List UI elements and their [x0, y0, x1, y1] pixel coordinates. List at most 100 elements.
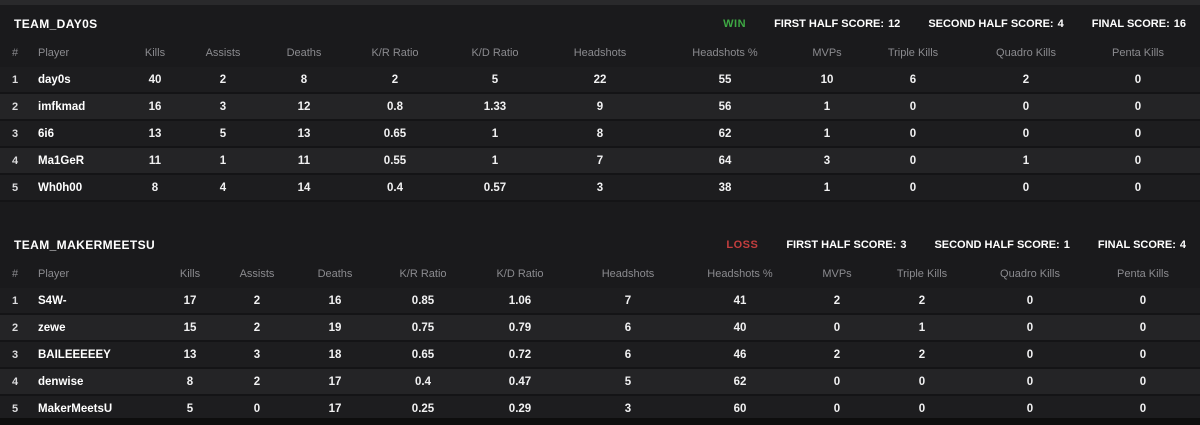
cell-hs: 9 — [596, 100, 604, 113]
first-half-score: FIRST HALF SCORE: 3 — [786, 239, 906, 251]
final-score-value: 4 — [1179, 238, 1186, 251]
col-header-hsp: Headshots % — [692, 47, 758, 59]
player-name-link[interactable]: BAILEEEEEY — [38, 348, 111, 361]
cell-hsp: 40 — [733, 321, 747, 334]
player-row: 3 BAILEEEEEY 13 3 18 0.65 0.72 6 46 2 2 0 0 — [0, 341, 1200, 368]
cell-hsp: 62 — [718, 127, 732, 140]
cell-quadro: 0 — [1026, 402, 1034, 415]
cell-kills: 8 — [151, 181, 159, 194]
player-name-link[interactable]: zewe — [38, 321, 66, 334]
cell-penta: 0 — [1134, 73, 1142, 86]
column-header-row: # Player Kills Assists Deaths K/R Ratio K/D Ra… — [0, 260, 1200, 288]
cell-hs: 6 — [624, 348, 632, 361]
player-row: 3 6i6 13 5 13 0.65 1 8 62 1 0 0 0 — [0, 120, 1200, 147]
col-header-quadro: Quadro Kills — [1000, 268, 1060, 280]
cell-penta: 0 — [1139, 294, 1147, 307]
first-half-score-label: FIRST HALF SCORE: — [786, 238, 897, 251]
match-result-badge: WIN — [723, 17, 747, 30]
player-name-link[interactable]: Ma1GeR — [38, 154, 85, 167]
col-header-player: Player — [38, 47, 70, 59]
top-divider — [0, 0, 1200, 5]
cell-quadro: 0 — [1022, 181, 1030, 194]
final-score-label: FINAL SCORE: — [1097, 238, 1176, 251]
cell-penta: 0 — [1134, 127, 1142, 140]
cell-rank: 1 — [11, 294, 19, 307]
score-line: LOSS FIRST HALF SCORE: 3 SECOND HALF SCOR… — [726, 239, 1186, 251]
cell-hs: 3 — [596, 181, 604, 194]
col-header-kills: Kills — [179, 268, 201, 280]
cell-triple: 6 — [909, 73, 917, 86]
player-name-link[interactable]: day0s — [38, 73, 71, 86]
player-row: 5 MakerMeetsU 5 0 17 0.25 0.29 3 60 0 0 0 0 — [0, 395, 1200, 422]
first-half-score-value: 3 — [900, 238, 907, 251]
player-name-link[interactable]: Wh0h00 — [38, 181, 83, 194]
cell-hs: 5 — [624, 375, 632, 388]
col-header-rank: # — [11, 47, 19, 59]
cell-kd: 5 — [491, 73, 499, 86]
cell-assists: 2 — [253, 375, 261, 388]
col-header-quadro: Quadro Kills — [996, 47, 1056, 59]
cell-mvps: 10 — [820, 73, 834, 86]
cell-mvps: 1 — [823, 127, 831, 140]
cell-triple: 0 — [918, 375, 926, 388]
team-stats-table: # Player Kills Assists Deaths K/R Ratio K/D Ra… — [0, 39, 1200, 202]
cell-assists: 2 — [253, 294, 261, 307]
cell-rank: 2 — [11, 100, 19, 113]
cell-kills: 13 — [183, 348, 197, 361]
cell-kd: 1 — [491, 127, 499, 140]
player-name-link[interactable]: MakerMeetsU — [38, 402, 113, 415]
cell-quadro: 0 — [1026, 375, 1034, 388]
cell-kd: 0.57 — [483, 181, 507, 194]
cell-hsp: 62 — [733, 375, 747, 388]
cell-assists: 0 — [253, 402, 261, 415]
cell-hsp: 56 — [718, 100, 732, 113]
cell-kr: 0.65 — [383, 127, 407, 140]
cell-rank: 5 — [11, 181, 19, 194]
cell-assists: 2 — [219, 73, 227, 86]
player-name-link[interactable]: S4W- — [38, 294, 67, 307]
cell-mvps: 0 — [833, 375, 841, 388]
col-header-deaths: Deaths — [317, 268, 353, 280]
cell-rank: 2 — [11, 321, 19, 334]
cell-rank: 3 — [11, 348, 19, 361]
cell-quadro: 0 — [1026, 348, 1034, 361]
col-header-assists: Assists — [239, 268, 275, 280]
cell-mvps: 2 — [833, 294, 841, 307]
cell-kd: 0.72 — [508, 348, 532, 361]
cell-kd: 1 — [491, 154, 499, 167]
cell-assists: 3 — [253, 348, 261, 361]
cell-kills: 40 — [148, 73, 162, 86]
player-name-link[interactable]: 6i6 — [38, 127, 54, 140]
cell-rank: 4 — [11, 154, 19, 167]
first-half-score-value: 12 — [888, 17, 901, 30]
col-header-hs: Headshots — [601, 268, 655, 280]
cell-triple: 0 — [909, 181, 917, 194]
cell-deaths: 16 — [328, 294, 342, 307]
cell-kills: 11 — [148, 154, 162, 167]
player-name-link[interactable]: imfkmad — [38, 100, 86, 113]
cell-quadro: 2 — [1022, 73, 1030, 86]
cell-hsp: 60 — [733, 402, 747, 415]
col-header-kd: K/D Ratio — [496, 268, 544, 280]
cell-hs: 7 — [596, 154, 604, 167]
cell-triple: 2 — [918, 294, 926, 307]
col-header-triple: Triple Kills — [896, 268, 948, 280]
cell-hs: 6 — [624, 321, 632, 334]
cell-kills: 17 — [183, 294, 197, 307]
cell-triple: 2 — [918, 348, 926, 361]
player-name-link[interactable]: denwise — [38, 375, 84, 388]
team-section-2: TEAM_MAKERMEETSU LOSS FIRST HALF SCORE: 3… — [0, 226, 1200, 423]
cell-deaths: 18 — [328, 348, 342, 361]
cell-assists: 5 — [219, 127, 227, 140]
second-half-score-value: 1 — [1063, 238, 1070, 251]
player-row: 1 day0s 40 2 8 2 5 22 55 10 6 2 0 — [0, 67, 1200, 93]
cell-penta: 0 — [1134, 100, 1142, 113]
cell-penta: 0 — [1139, 348, 1147, 361]
cell-deaths: 17 — [328, 402, 342, 415]
cell-kr: 0.75 — [411, 321, 435, 334]
column-header-row: # Player Kills Assists Deaths K/R Ratio K/D Ra… — [0, 39, 1200, 67]
final-score: FINAL SCORE: 16 — [1092, 18, 1186, 30]
cell-rank: 4 — [11, 375, 19, 388]
cell-deaths: 11 — [297, 154, 311, 167]
cell-hsp: 46 — [733, 348, 747, 361]
